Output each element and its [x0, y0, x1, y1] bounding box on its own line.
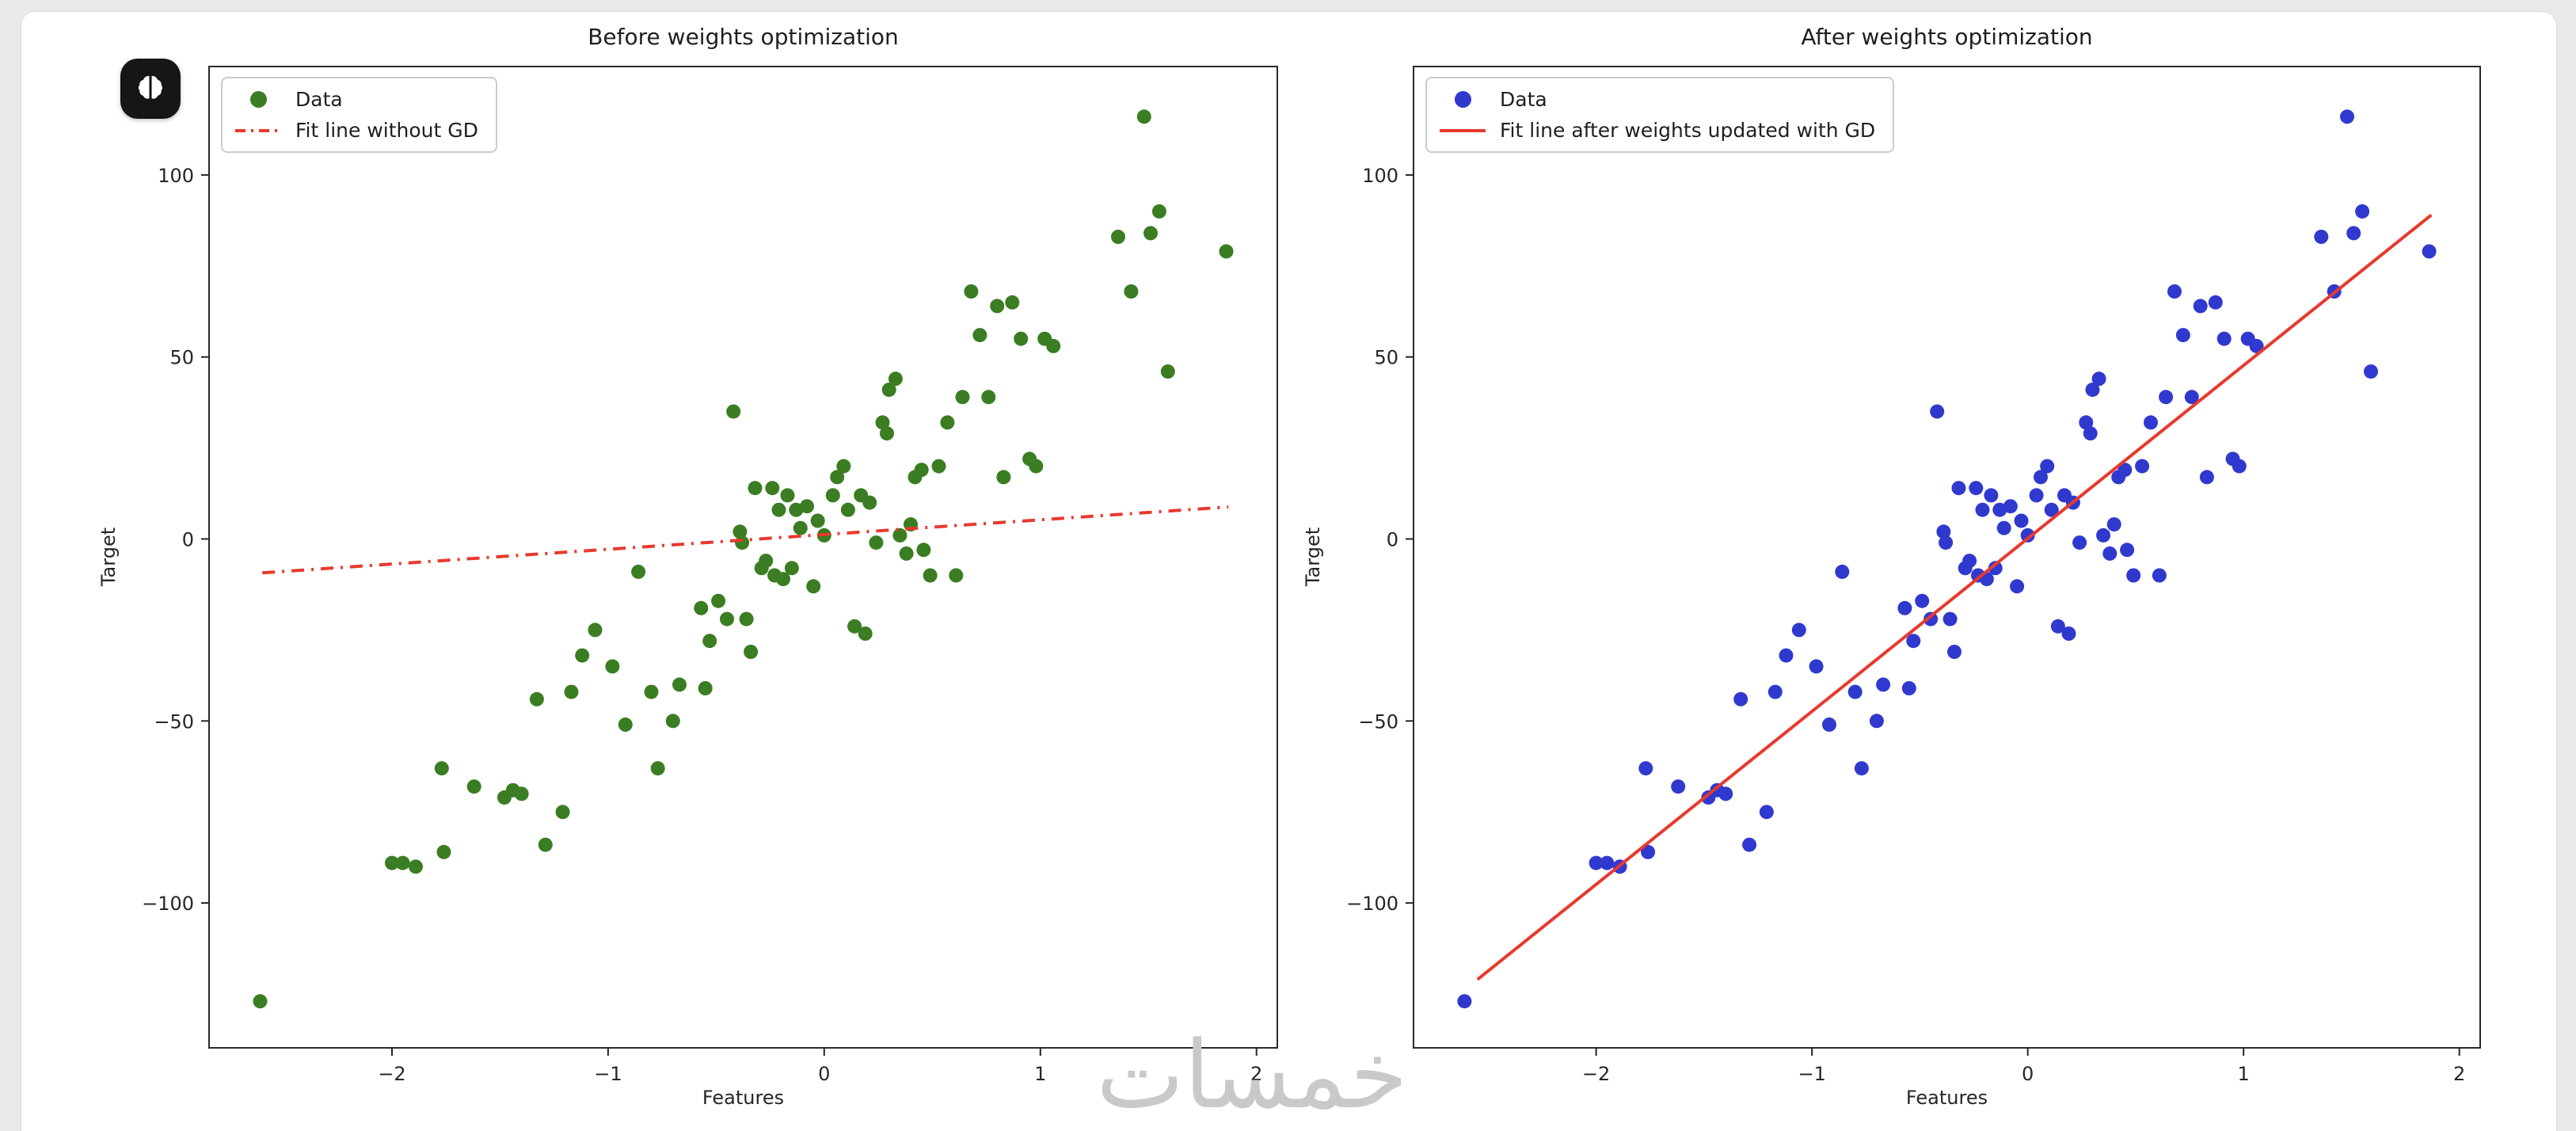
legend-item-data: Data: [235, 88, 478, 111]
svg-text:2: 2: [1250, 1063, 1262, 1085]
svg-text:−100: −100: [142, 893, 194, 915]
legend-before: Data Fit line without GD: [221, 77, 497, 153]
legend-label: Data: [1500, 88, 1547, 111]
dashdot-line-marker: [235, 128, 281, 134]
legend-item-fitline: Fit line after weights updated with GD: [1440, 119, 1875, 142]
svg-text:0: 0: [818, 1063, 830, 1085]
svg-text:0: 0: [182, 529, 194, 551]
svg-text:−50: −50: [1358, 710, 1398, 733]
svg-text:50: 50: [1374, 347, 1398, 369]
data-point-marker: [1440, 91, 1486, 108]
svg-text:−50: −50: [154, 710, 194, 733]
brain-icon[interactable]: [120, 59, 181, 119]
legend-label: Fit line after weights updated with GD: [1500, 119, 1876, 142]
x-axis-label-before: Features: [702, 1087, 785, 1109]
svg-text:1: 1: [2238, 1063, 2250, 1085]
x-axis-label-after: Features: [1905, 1087, 1988, 1109]
svg-text:−2: −2: [1582, 1063, 1610, 1085]
svg-text:−1: −1: [1798, 1063, 1826, 1085]
solid-line-marker: [1440, 128, 1486, 134]
svg-text:−100: −100: [1346, 893, 1398, 915]
legend-label: Fit line without GD: [295, 119, 478, 142]
svg-text:100: 100: [1362, 165, 1398, 187]
y-axis-label-after: Target: [1302, 527, 1324, 587]
legend-item-fitline: Fit line without GD: [235, 119, 478, 142]
svg-text:50: 50: [169, 347, 194, 369]
chart-title-after: After weights optimization: [1801, 24, 2093, 50]
scatter-plot-after: −2 −1 0 1 2 −100 −50 0 50 100: [1346, 66, 2481, 1085]
svg-text:−1: −1: [594, 1063, 622, 1085]
svg-text:100: 100: [158, 165, 194, 187]
svg-text:0: 0: [1387, 529, 1398, 551]
svg-text:1: 1: [1034, 1063, 1046, 1085]
watermark-text: خمسات: [1096, 1020, 1408, 1129]
y-axis-label-before: Target: [97, 527, 120, 587]
svg-text:0: 0: [2022, 1063, 2034, 1085]
svg-text:−2: −2: [378, 1063, 405, 1085]
data-point-marker: [235, 91, 281, 108]
legend-after: Data Fit line after weights updated with…: [1425, 77, 1895, 153]
chart-title-before: Before weights optimization: [588, 24, 899, 50]
legend-label: Data: [295, 88, 343, 111]
brain-icon-glyph: [138, 75, 163, 99]
scatter-plot-before: −2 −1 0 1 2 −100 −50 0 50 100: [142, 66, 1278, 1085]
svg-text:2: 2: [2453, 1063, 2465, 1085]
plot-area-before: −2 −1 0 1 2 −100 −50 0 50 100 Data Fit line witho…: [142, 66, 1278, 1085]
legend-item-data: Data: [1440, 88, 1875, 111]
plot-area-after: −2 −1 0 1 2 −100 −50 0 50 100 Data Fit line after…: [1346, 66, 2481, 1085]
